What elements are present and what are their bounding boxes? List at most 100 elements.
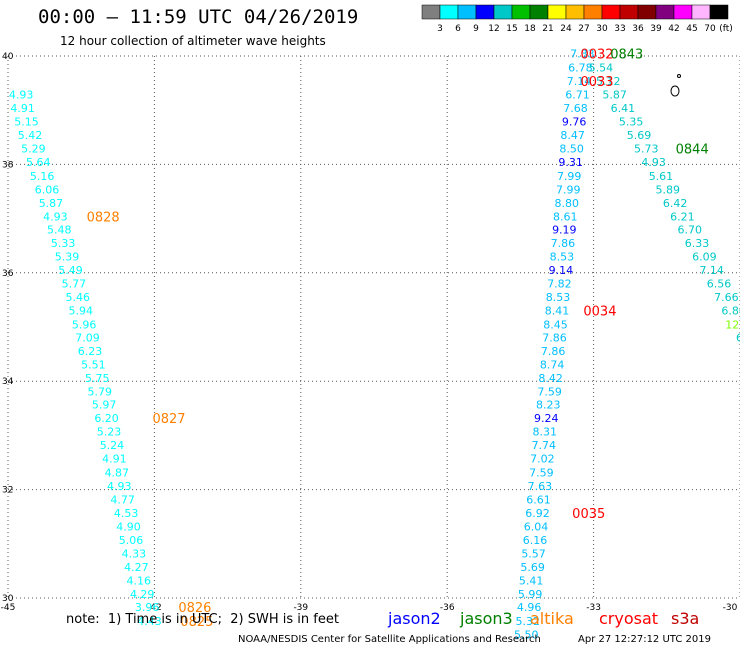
scale-label: 45 <box>686 24 697 34</box>
wave-height-label: 4.53 <box>114 507 139 520</box>
y-tick-label: 38 <box>2 160 14 170</box>
wave-height-label: 5.99 <box>518 588 543 601</box>
time-label: 0844 <box>676 143 709 158</box>
wave-height-label: 7.86 <box>541 345 566 358</box>
wave-height-label: 4.87 <box>105 466 130 479</box>
wave-height-label: 7.66 <box>714 291 739 304</box>
time-label: 0825 <box>180 615 213 630</box>
wave-height-label: 7.02 <box>530 453 555 466</box>
wave-height-label: 8.61 <box>553 210 578 223</box>
wave-height-label: 8.42 <box>538 372 563 385</box>
scale-label: 3 <box>437 24 443 34</box>
chart-subtitle: 12 hour collection of altimeter wave hei… <box>60 34 326 48</box>
footer-note: note: 1) Time is in UTC; 2) SWH is in fe… <box>66 612 339 627</box>
wave-height-label: 9.31 <box>558 156 583 169</box>
scale-label: 12 <box>488 24 499 34</box>
wave-height-label: 5.32 <box>515 615 540 628</box>
scale-label: 6 <box>455 24 461 34</box>
scale-label: 21 <box>542 24 553 34</box>
scale-label: 70 <box>704 24 716 34</box>
x-tick-label: -45 <box>1 603 16 613</box>
wave-height-label: 5.73 <box>634 143 659 156</box>
wave-height-label: 4.93 <box>641 156 666 169</box>
time-label: 0828 <box>87 210 120 225</box>
wave-height-label: 7.33 <box>570 47 595 60</box>
wave-height-label: 5.69 <box>627 129 652 142</box>
wave-height-label: 5.87 <box>39 197 64 210</box>
wave-height-label: 6.06 <box>35 183 60 196</box>
wave-height-label: 5.16 <box>30 170 55 183</box>
wave-height-label: 4.96 <box>517 601 542 614</box>
wave-height-label: 5.29 <box>21 143 46 156</box>
scale-label: (ft) <box>719 24 733 34</box>
wave-height-label: 8.53 <box>546 291 571 304</box>
wave-height-label: 7.82 <box>547 278 572 291</box>
legend-cryosat: cryosat <box>599 609 659 628</box>
wave-height-label: 5.69 <box>520 561 545 574</box>
wave-height-label: 6.41 <box>611 102 636 115</box>
wave-height-label: 5.24 <box>100 439 125 452</box>
wave-height-label: 5.35 <box>619 116 644 129</box>
x-tick-label: -30 <box>723 603 738 613</box>
chart-title: 00:00 – 11:59 UTC 04/26/2019 <box>38 6 359 28</box>
wave-height-label: 9.24 <box>534 412 559 425</box>
wave-height-label: 5.41 <box>519 575 544 588</box>
wave-height-label: 5.94 <box>68 305 93 318</box>
scale-swatch <box>709 4 729 20</box>
wave-height-label: 8.31 <box>533 426 558 439</box>
y-tick-label: 34 <box>2 377 14 387</box>
wave-height-label: 5.96 <box>72 318 97 331</box>
wave-height-label: 8.74 <box>540 358 565 371</box>
island-outline <box>670 85 680 97</box>
scale-label: 39 <box>650 24 662 34</box>
wave-height-label: 6.09 <box>692 251 717 264</box>
wave-height-label: 5.87 <box>602 88 627 101</box>
wave-height-label: 5.75 <box>85 372 110 385</box>
wave-height-label: 9.14 <box>549 264 574 277</box>
wave-height-label: 6.92 <box>525 507 550 520</box>
legend-jason2: jason2 <box>388 609 441 628</box>
scale-label: 27 <box>578 24 589 34</box>
scale-label: 9 <box>473 24 479 34</box>
wave-height-label: 7.99 <box>556 183 581 196</box>
scale-label: 30 <box>596 24 608 34</box>
wave-height-label: 5.46 <box>66 291 91 304</box>
y-tick-label: 40 <box>2 52 14 62</box>
wave-height-label: 7.86 <box>551 237 576 250</box>
wave-height-label: 7.59 <box>537 385 562 398</box>
wave-height-label: 5.79 <box>87 385 112 398</box>
wave-height-label: 5.33 <box>51 237 76 250</box>
credit-text: NOAA/NESDIS Center for Satellite Applica… <box>238 634 541 645</box>
wave-height-label: 3.96 <box>135 601 160 614</box>
scale-label: 36 <box>632 24 644 34</box>
time-label: 0035 <box>572 507 605 522</box>
scale-label: 42 <box>668 24 679 34</box>
legend-altika: altika <box>530 609 574 628</box>
wave-height-label: 6.70 <box>677 223 702 236</box>
scale-label: 18 <box>524 24 536 34</box>
wave-height-label: 8.23 <box>536 399 561 412</box>
wave-height-label: 8.41 <box>545 305 570 318</box>
wave-height-label: 6.71 <box>565 88 590 101</box>
y-tick-label: 32 <box>2 486 13 496</box>
wave-height-label: 4.91 <box>102 453 127 466</box>
wave-height-label: 6.23 <box>78 345 103 358</box>
wave-height-label: 5.15 <box>14 116 39 129</box>
wave-height-label: 8.45 <box>543 318 568 331</box>
wave-height-label: 4.27 <box>124 561 149 574</box>
wave-height-label: 7.59 <box>529 466 554 479</box>
wave-height-label: 7.68 <box>563 102 588 115</box>
wave-height-label: 5.57 <box>521 548 546 561</box>
wave-height-label: 5.39 <box>55 251 80 264</box>
wave-height-label: 4.29 <box>130 588 155 601</box>
wave-height-label: 5.64 <box>26 156 51 169</box>
wave-height-label: 6.78 <box>568 61 593 74</box>
wave-height-label: 5.50 <box>514 628 539 641</box>
wave-height-label: 6.42 <box>663 197 688 210</box>
time-label: 0826 <box>178 601 211 616</box>
wave-height-label: 4.93 <box>107 480 132 493</box>
wave-height-label: 7.63 <box>528 480 553 493</box>
x-tick-label: -39 <box>293 603 308 613</box>
wave-height-label: 7.14 <box>699 264 724 277</box>
